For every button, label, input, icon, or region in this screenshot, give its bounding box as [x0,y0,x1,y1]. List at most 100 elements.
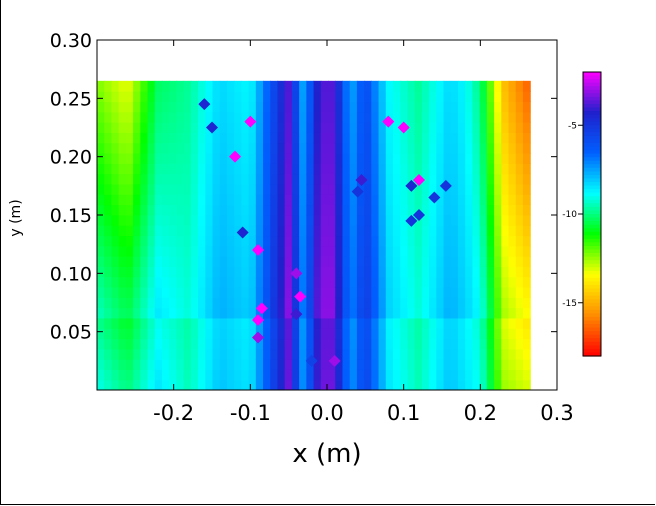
heatmap-cell [176,276,185,288]
heatmap-cell [277,235,286,247]
heatmap-cell [328,142,336,154]
heatmap-cell [385,297,394,309]
heatmap-cell [147,369,156,381]
heatmap-cell [176,122,185,133]
heatmap-cell [393,183,401,195]
heatmap-cell [443,317,452,329]
heatmap-cell [515,132,524,144]
heatmap-cell [198,214,206,226]
heatmap-cell [465,194,474,206]
heatmap-cell [176,256,185,267]
heatmap-cell [284,266,293,278]
heatmap-cell [414,276,423,288]
data-marker [305,354,318,367]
heatmap-cell [241,91,250,103]
heatmap-cell [140,235,149,247]
heatmap-cell [154,101,163,113]
heatmap-cell [393,266,401,278]
heatmap-cell [385,348,394,360]
heatmap-cell [234,266,242,278]
heatmap-cell [190,266,199,278]
data-marker [236,226,249,239]
heatmap-cell [479,194,488,206]
heatmap-cell [414,256,423,267]
heatmap-cell [133,183,141,195]
heatmap-cell [436,348,445,360]
heatmap-cell [479,101,488,113]
colorbar-swatch [583,313,601,318]
heatmap-cell [465,173,474,185]
heatmap-cell [335,194,344,206]
heatmap-cell [342,359,351,370]
heatmap-cell [328,379,336,390]
heatmap-cell [522,297,531,309]
heatmap-cell [342,379,351,390]
heatmap-cell [378,225,387,237]
heatmap-cell [328,225,336,237]
heatmap-cell [364,256,372,267]
heatmap-cell [429,348,437,360]
colorbar-tick-label: -5 [568,121,577,131]
heatmap-cell [486,163,495,175]
heatmap-cell [133,214,141,226]
heatmap-cell [306,317,315,329]
heatmap-cell [205,266,214,278]
heatmap-cell [486,359,495,370]
heatmap-cell [501,214,510,226]
heatmap-cell [364,111,372,123]
heatmap-cell [335,297,344,309]
heatmap-cell [407,80,416,92]
heatmap-cell [472,307,481,319]
y-tick-label: 0.15 [50,205,92,227]
heatmap-cell [313,328,322,340]
heatmap-cell [407,256,416,267]
heatmap-cell [407,173,416,185]
heatmap-cell [140,225,149,237]
heatmap-cell [104,183,113,195]
heatmap-cell [125,266,134,278]
heatmap-cell [226,194,235,206]
heatmap-cell [378,328,387,340]
heatmap-cell [393,348,401,360]
heatmap-cell [169,194,178,206]
heatmap-cell [255,91,264,103]
heatmap-cell [508,152,517,164]
heatmap-cell [270,152,279,164]
heatmap-cell [356,91,365,103]
heatmap-cell [328,256,336,267]
heatmap-cell [118,80,127,92]
heatmap-cell [255,379,264,390]
heatmap-cell [436,245,445,257]
heatmap-cell [486,338,495,350]
heatmap-cell [219,328,228,340]
heatmap-cell [429,266,437,278]
heatmap-cell [472,286,481,298]
heatmap-cell [450,80,459,92]
heatmap-cell [147,194,156,206]
heatmap-cell [356,194,365,206]
heatmap-cell [400,132,409,144]
heatmap-cell [284,369,293,381]
heatmap-cell [421,183,430,195]
heatmap-cell [263,111,271,123]
heatmap-cell [364,286,372,298]
heatmap-cell [522,152,531,164]
heatmap-cell [494,122,502,133]
heatmap-cell [436,379,445,390]
heatmap-cell [248,317,257,329]
heatmap-cell [443,379,452,390]
heatmap-cell [270,369,279,381]
heatmap-cell [154,142,163,154]
heatmap-cell [284,183,293,195]
heatmap-cell [97,214,105,226]
heatmap-cell [118,276,127,288]
heatmap-cell [472,142,481,154]
heatmap-cell [515,245,524,257]
heatmap-cell [241,369,250,381]
heatmap-cell [349,142,358,154]
heatmap-cell [436,91,445,103]
heatmap-cell [501,111,510,123]
colorbar-swatch [583,249,601,254]
heatmap-cell [176,214,185,226]
heatmap-cell [241,245,250,257]
